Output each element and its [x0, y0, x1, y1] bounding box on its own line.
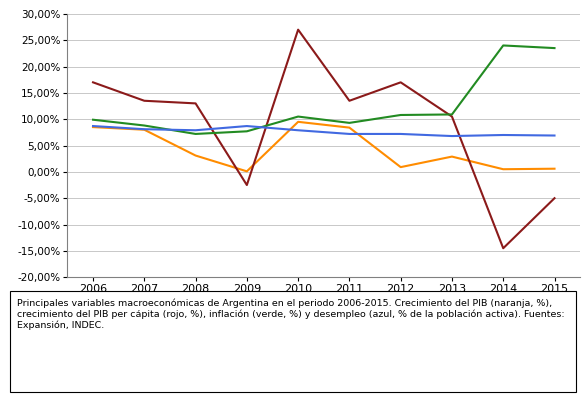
Text: Principales variables macroeconómicas de Argentina en el periodo 2006-2015. Crec: Principales variables macroeconómicas de… — [17, 298, 565, 330]
